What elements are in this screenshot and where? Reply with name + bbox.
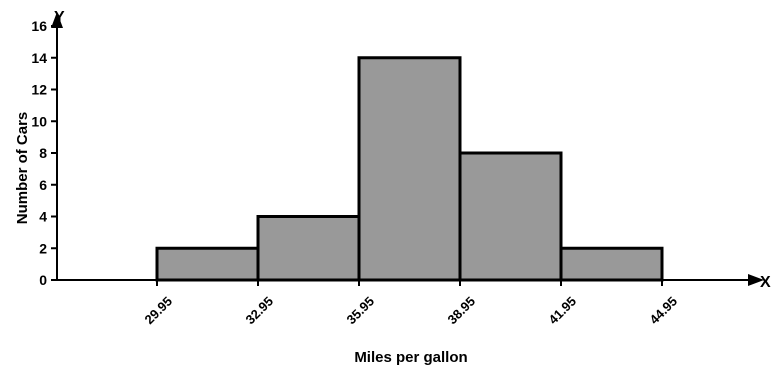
- x-axis-title: Miles per gallon: [354, 349, 467, 366]
- y-tick-label: 14: [31, 50, 47, 66]
- bars-group: [155, 56, 664, 282]
- y-tick-label: 8: [39, 145, 47, 161]
- histogram-bar: [155, 246, 260, 282]
- x-tick-label: 32.95: [243, 294, 277, 328]
- axes-group: [51, 12, 764, 286]
- y-tick-label: 16: [31, 18, 47, 34]
- x-tick-label: 35.95: [344, 294, 378, 328]
- x-tick-label: 44.95: [647, 294, 681, 328]
- x-axis-arrowhead: [748, 274, 764, 286]
- x-tick-label: 41.95: [546, 294, 580, 328]
- histogram-bar: [458, 151, 563, 282]
- histogram-bar: [357, 56, 462, 282]
- y-axis-letter: Y: [54, 9, 65, 26]
- x-tick-label: 38.95: [445, 294, 479, 328]
- x-tick-label: 29.95: [142, 294, 176, 328]
- y-tick-label: 10: [31, 113, 47, 129]
- y-tick-label: 6: [39, 177, 47, 193]
- x-axis-letter: X: [760, 274, 771, 291]
- y-axis-title: Number of Cars: [14, 112, 31, 225]
- y-tick-label: 4: [39, 209, 47, 225]
- histogram-bar: [256, 215, 361, 282]
- y-axis-arrowhead: [51, 12, 63, 28]
- y-tick-label: 12: [31, 82, 47, 98]
- y-tick-label: 0: [39, 272, 47, 288]
- histogram-bar: [559, 246, 664, 282]
- y-tick-label: 2: [39, 240, 47, 256]
